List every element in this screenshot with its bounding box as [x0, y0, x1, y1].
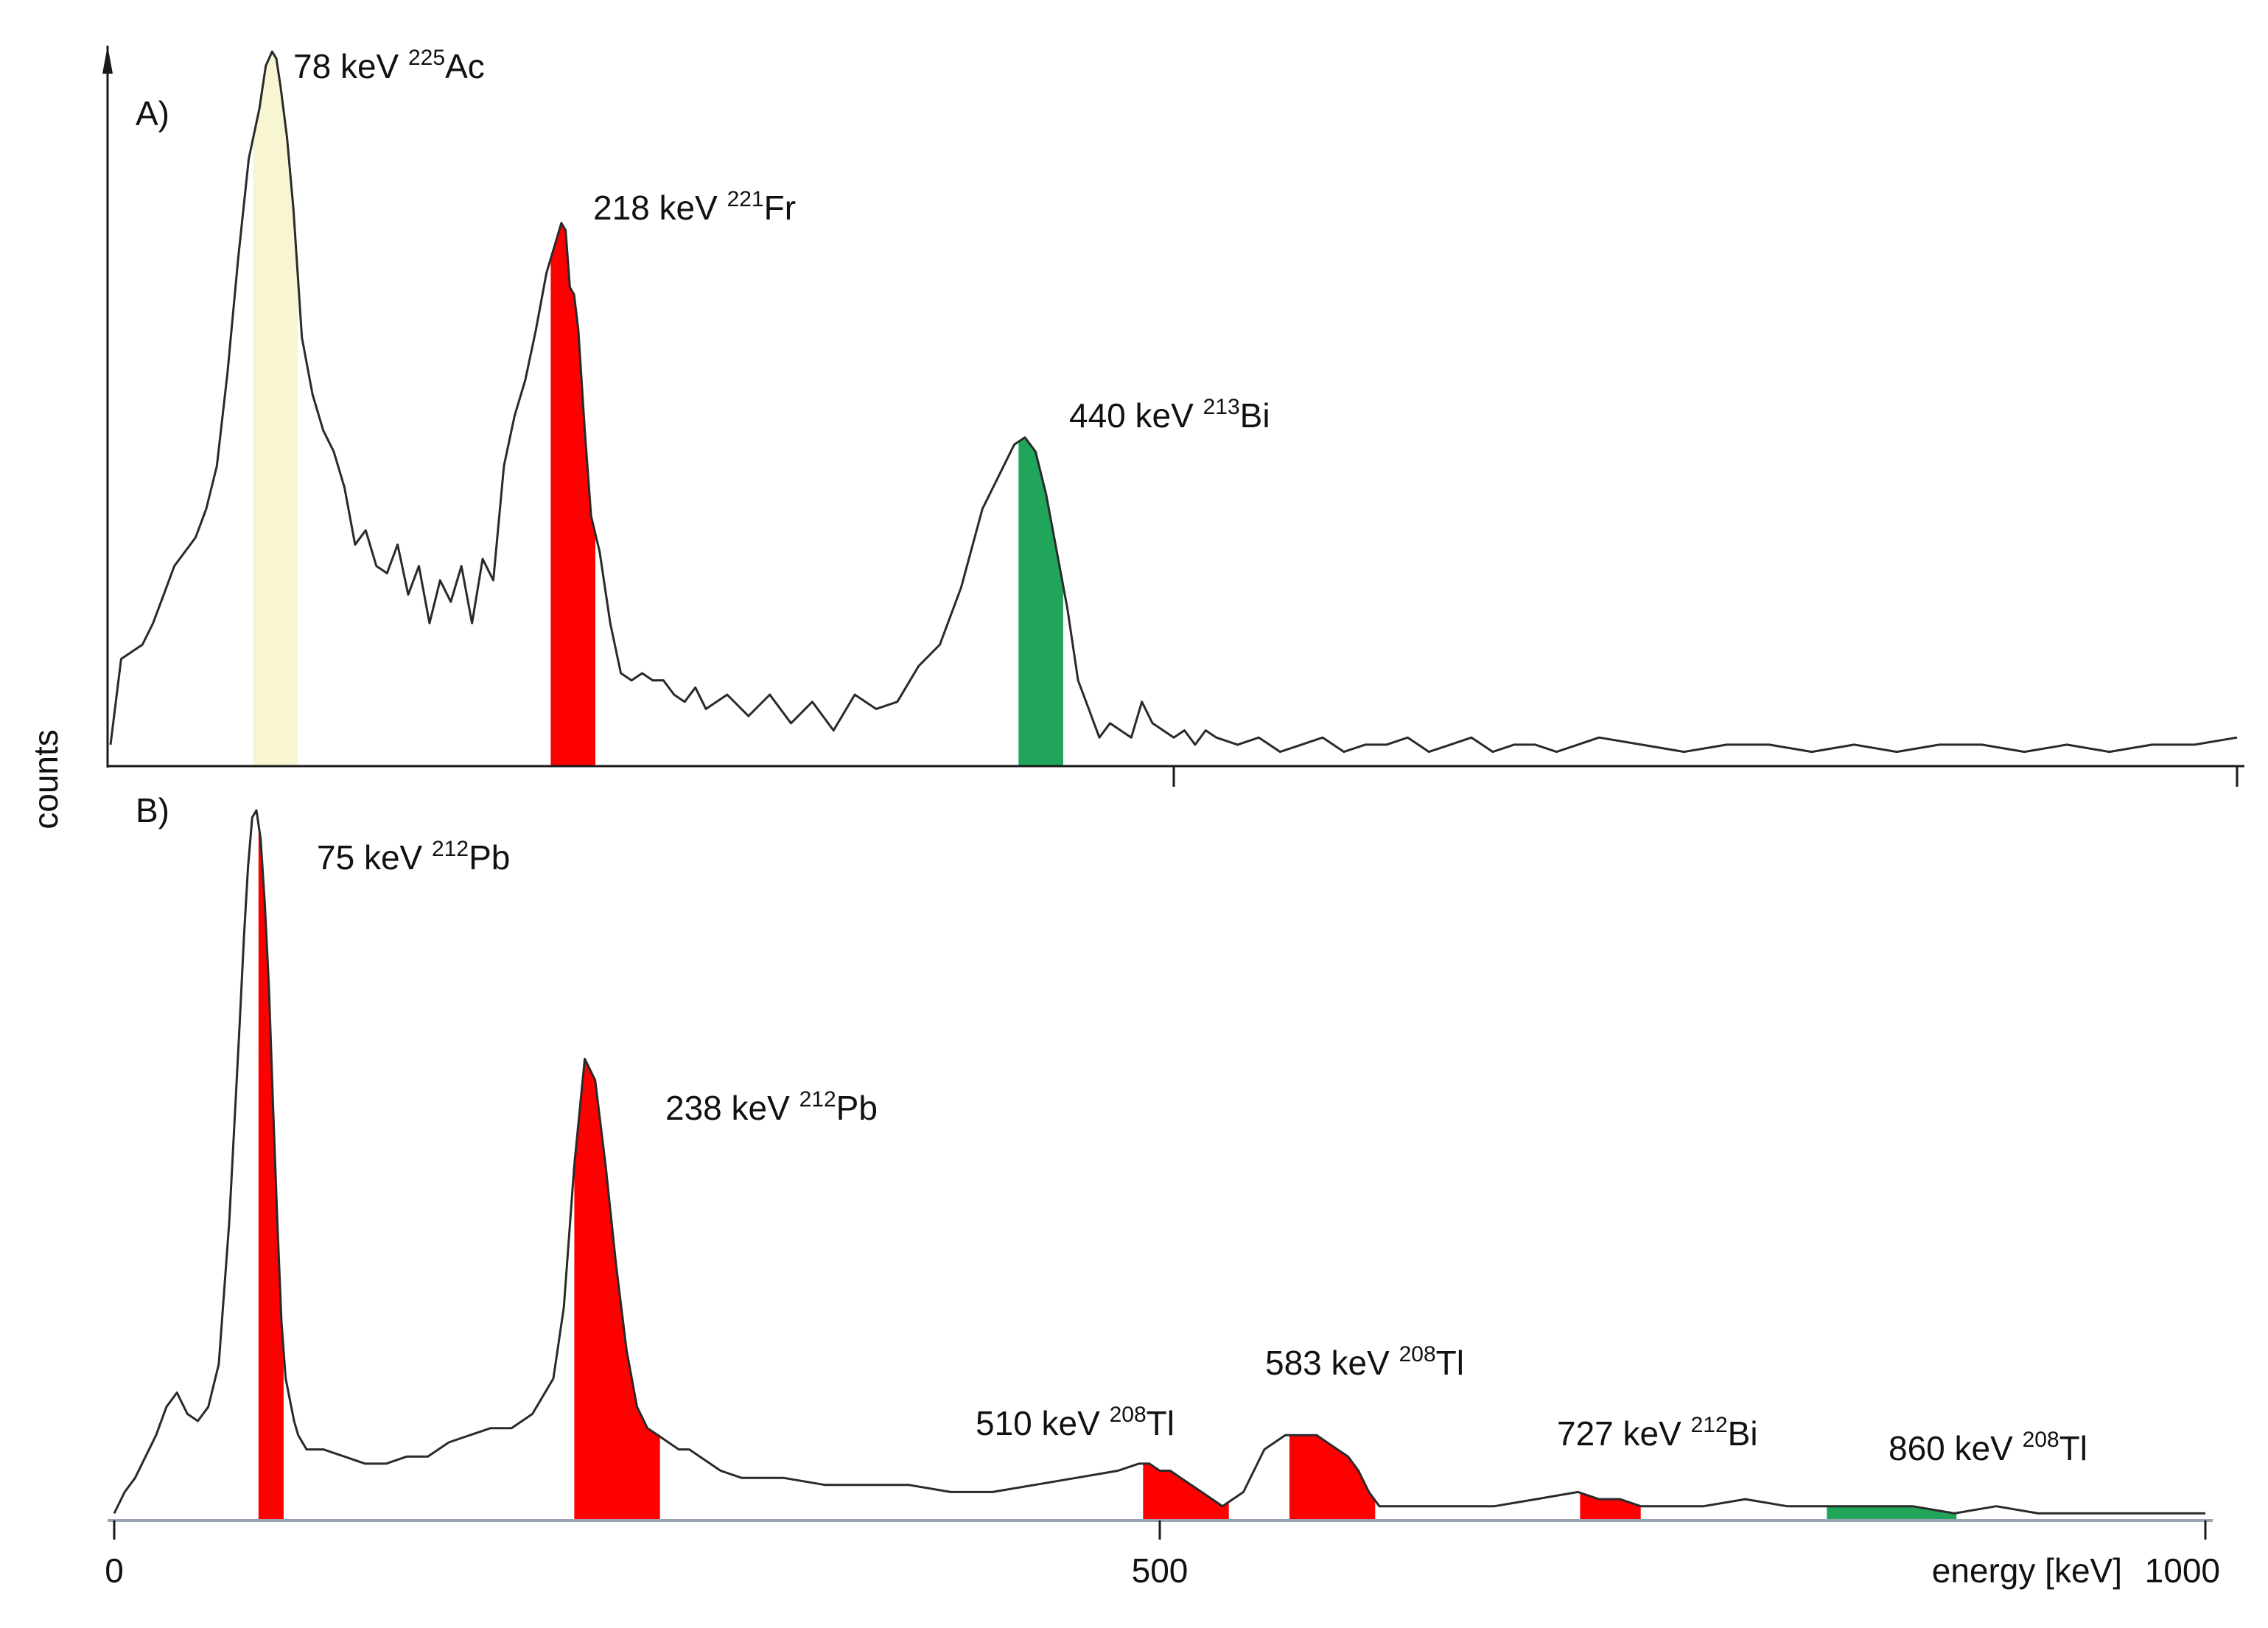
peak-band-2	[574, 1059, 660, 1520]
panel-label: A)	[136, 94, 169, 133]
peak-annotation-3: 510 keV 208Tl	[976, 1403, 1175, 1442]
peak-annotation-2: 218 keV 221Fr	[593, 187, 796, 227]
peak-band-6	[1827, 1506, 1957, 1520]
spectrum-line	[113, 809, 2205, 1515]
x-axis-label: energy [keV]	[1932, 1551, 2122, 1590]
y-axis-arrow	[102, 46, 113, 74]
peak-annotation-2: 238 keV 212Pb	[665, 1087, 878, 1127]
peak-band-3	[1143, 1463, 1229, 1520]
peak-annotation-3: 440 keV 213Bi	[1069, 395, 1270, 435]
x-tick-label-0: 0	[105, 1551, 124, 1590]
y-axis-label: counts	[27, 729, 65, 829]
peak-annotation-6: 860 keV 208Tl	[1889, 1428, 2087, 1467]
panel-label: B)	[136, 791, 169, 829]
peak-annotation-5: 727 keV 212Bi	[1557, 1413, 1758, 1453]
panel-a: A) 78 keV 225Ac 218 keV 221Fr 440 keV 213Bi	[108, 46, 2244, 787]
peak-band-2	[550, 224, 595, 766]
peak-band-3	[1018, 438, 1063, 766]
peak-annotation-1: 78 keV 225Ac	[293, 46, 485, 85]
x-tick-label-500: 500	[1132, 1551, 1189, 1590]
peak-band-4	[1289, 1435, 1376, 1520]
spectrum-line	[109, 50, 2238, 754]
peak-band-1	[253, 52, 298, 766]
panel-b: 0 500 1000 energy [keV] B) 75 keV 212Pb 238 ke…	[105, 791, 2220, 1590]
peak-annotation-1: 75 keV 212Pb	[317, 837, 510, 877]
peak-band-5	[1580, 1492, 1641, 1520]
peak-band-1	[258, 824, 284, 1520]
peak-annotation-4: 583 keV 208Tl	[1265, 1342, 1464, 1382]
x-tick-label-1000: 1000	[2145, 1551, 2220, 1590]
